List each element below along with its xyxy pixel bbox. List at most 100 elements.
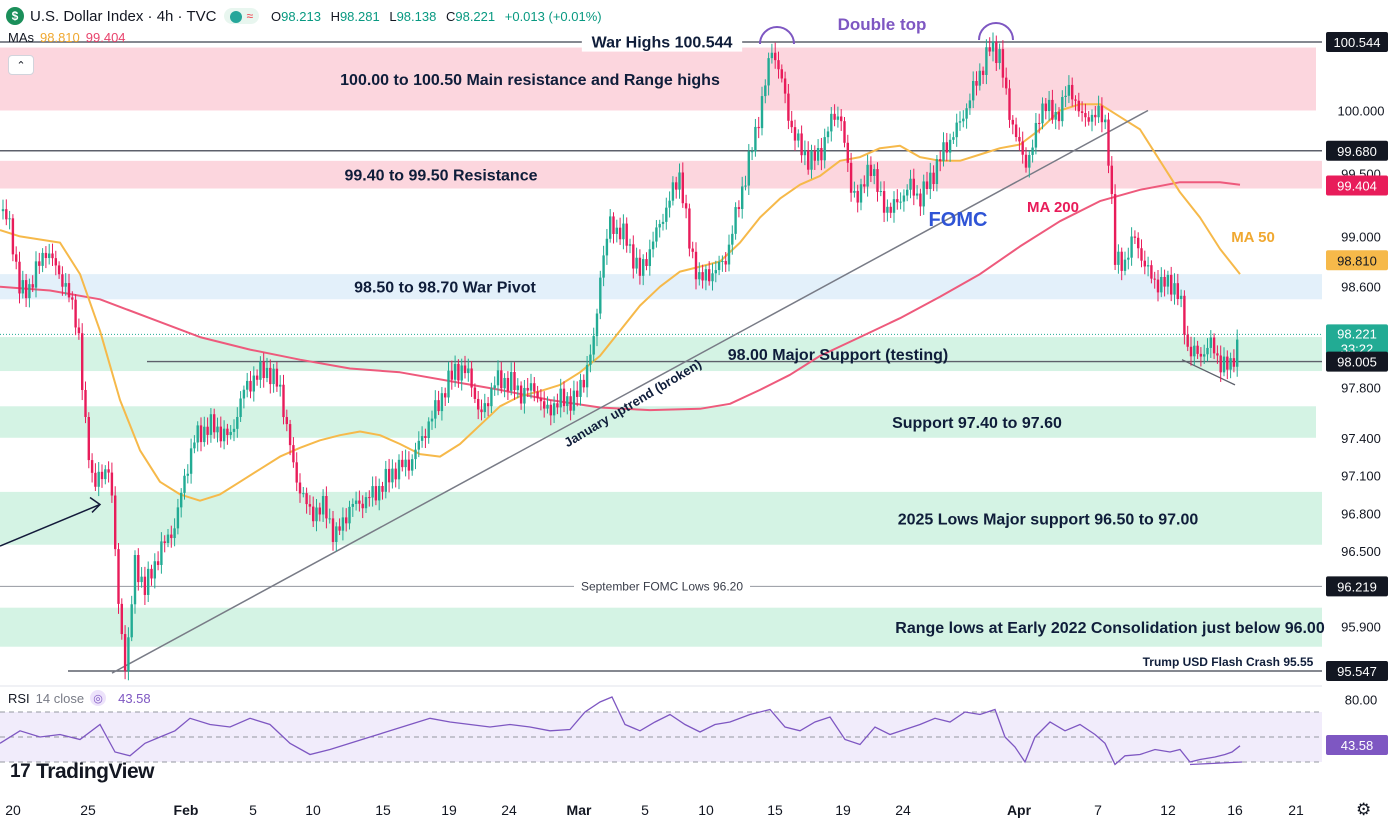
collapse-legend-button[interactable]: ⌃ xyxy=(8,55,34,75)
candle-body xyxy=(374,486,378,501)
candle-body xyxy=(866,164,869,187)
candle-body xyxy=(486,403,490,407)
candle-body xyxy=(803,150,807,156)
candle-body xyxy=(539,397,543,402)
candle-body xyxy=(387,468,391,483)
candle-body xyxy=(543,401,546,409)
candle-body xyxy=(1,209,5,212)
candle-body xyxy=(176,507,180,529)
candle-body xyxy=(1127,257,1130,260)
candle-body xyxy=(315,507,318,522)
symbol-title[interactable]: U.S. Dollar Index · 4h · TVC xyxy=(30,7,217,25)
candle-body xyxy=(744,185,747,187)
candle-body xyxy=(985,47,988,75)
dollar-index-logo: $ xyxy=(6,7,24,25)
candle-body xyxy=(810,150,813,170)
candle-body xyxy=(975,81,978,86)
price-marker-value: 96.219 xyxy=(1337,579,1377,594)
candle-body xyxy=(490,388,493,407)
candle-body xyxy=(1084,112,1087,118)
support-97-5-zone xyxy=(0,406,1316,438)
candle-body xyxy=(510,371,513,391)
candle-body xyxy=(559,388,562,408)
market-status-badge[interactable]: ≈ xyxy=(224,8,260,24)
candle-body xyxy=(1001,49,1005,78)
moving-averages-legend[interactable]: MAs 98.810 99.404 xyxy=(8,30,126,45)
candle-body xyxy=(1047,99,1051,112)
candle-body xyxy=(922,181,925,207)
candle-body xyxy=(519,385,523,404)
candle-body xyxy=(1229,358,1232,370)
rsi-value-marker xyxy=(1326,735,1388,756)
candle-body xyxy=(750,151,754,153)
candle-body xyxy=(206,426,209,435)
resistance-range-highs-zone xyxy=(0,47,1316,111)
candle-body xyxy=(1034,122,1038,148)
chart-settings-icon[interactable]: ⚙ xyxy=(1356,800,1372,819)
x-tick-label: Mar xyxy=(567,802,592,818)
x-tick-label: 25 xyxy=(80,802,96,818)
candle-body xyxy=(321,496,325,515)
resistance-99-4-label: 99.40 to 99.50 Resistance xyxy=(344,168,537,185)
candle-body xyxy=(1100,105,1104,123)
candle-body xyxy=(1120,251,1123,271)
candle-body xyxy=(447,370,450,398)
candle-body xyxy=(1216,353,1219,356)
candle-body xyxy=(477,398,480,410)
candle-body xyxy=(681,172,684,204)
candle-body xyxy=(523,387,526,404)
candle-body xyxy=(186,473,189,476)
candle-body xyxy=(612,216,615,234)
candle-body xyxy=(100,471,104,480)
candle-body xyxy=(143,576,147,595)
open-value: 98.213 xyxy=(281,8,321,24)
candle-body xyxy=(615,227,618,234)
candle-body xyxy=(1189,346,1193,357)
candle-body xyxy=(988,47,991,52)
candle-body xyxy=(354,500,358,504)
rsi-pane[interactable] xyxy=(0,685,1322,766)
x-tick-label: 12 xyxy=(1160,802,1176,818)
price-axis[interactable]: 100.00099.50099.00098.60097.80097.40097.… xyxy=(1326,32,1388,756)
change-value: +0.013 (+0.01%) xyxy=(504,8,602,24)
candle-body xyxy=(506,377,510,391)
candle-body xyxy=(691,248,694,252)
candle-body xyxy=(760,96,764,129)
tradingview-logo[interactable]: 17 TradingView xyxy=(10,760,154,784)
low-label: L xyxy=(389,8,397,24)
candle-body xyxy=(717,261,721,271)
rsi-settings-icon[interactable]: ◎ xyxy=(90,690,107,706)
candle-body xyxy=(1061,96,1064,122)
candle-body xyxy=(572,390,576,411)
candle-body xyxy=(1005,77,1008,89)
candle-body xyxy=(1113,194,1117,265)
candle-body xyxy=(1080,111,1084,113)
candle-body xyxy=(774,52,777,61)
candle-body xyxy=(780,69,783,79)
candle-body xyxy=(401,459,404,468)
candle-body xyxy=(252,375,255,392)
candle-body xyxy=(1087,117,1090,122)
rsi-tick-label: 80.00 xyxy=(1345,693,1378,708)
candle-body xyxy=(54,258,57,266)
y-tick-label: 99.000 xyxy=(1341,229,1381,244)
price-marker-value: 95.547 xyxy=(1337,664,1377,679)
candle-body xyxy=(411,459,414,471)
major-support-98-zone xyxy=(0,337,1322,372)
candle-body xyxy=(226,428,229,436)
candle-body xyxy=(579,379,582,397)
candle-body xyxy=(41,252,44,266)
time-axis[interactable]: 20 25 Feb 5 10 15 19 24 Mar 5 10 15 19 24 Apr 7 12 16 21 xyxy=(5,802,1304,818)
open-label: O xyxy=(271,8,282,24)
rsi-legend[interactable]: RSI 14 close ◎ 43.58 xyxy=(8,690,151,706)
y-tick-label: 97.100 xyxy=(1341,469,1381,484)
candle-body xyxy=(77,327,81,334)
candle-body xyxy=(298,482,302,494)
candle-body xyxy=(737,207,741,210)
candle-body xyxy=(958,121,962,123)
candle-body xyxy=(417,440,420,450)
candle-body xyxy=(493,385,496,389)
candle-body xyxy=(239,398,242,417)
candle-body xyxy=(1183,295,1186,335)
